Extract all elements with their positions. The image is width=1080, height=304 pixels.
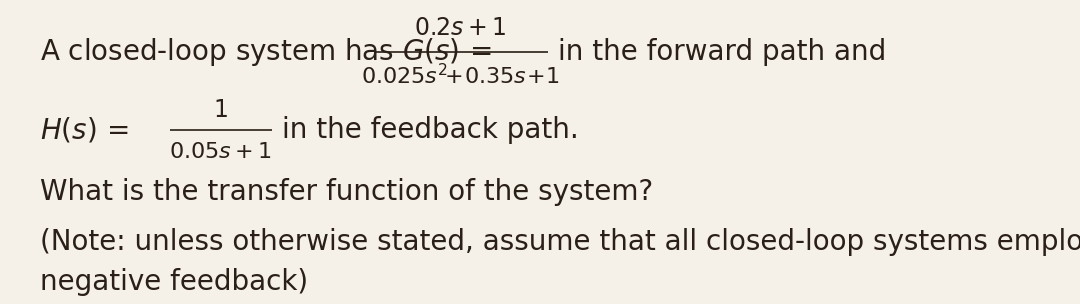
Text: in the feedback path.: in the feedback path. [282, 116, 579, 144]
Text: $1$: $1$ [213, 98, 228, 122]
Text: $\mathit{H}(s)\,=$: $\mathit{H}(s)\,=$ [40, 116, 130, 144]
Text: A closed-loop system has $\mathit{G}(s)\,=$: A closed-loop system has $\mathit{G}(s)\… [40, 36, 491, 68]
Text: $0.2s+1$: $0.2s+1$ [414, 16, 507, 40]
Text: (Note: unless otherwise stated, assume that all closed-loop systems employ: (Note: unless otherwise stated, assume t… [40, 228, 1080, 256]
Text: What is the transfer function of the system?: What is the transfer function of the sys… [40, 178, 653, 206]
Text: $0.05s+1$: $0.05s+1$ [168, 142, 271, 162]
Text: $0.025s^2\!\!+\!0.35s\!+\!1$: $0.025s^2\!\!+\!0.35s\!+\!1$ [361, 64, 559, 88]
Text: negative feedback): negative feedback) [40, 268, 308, 296]
Text: in the forward path and: in the forward path and [558, 38, 887, 66]
